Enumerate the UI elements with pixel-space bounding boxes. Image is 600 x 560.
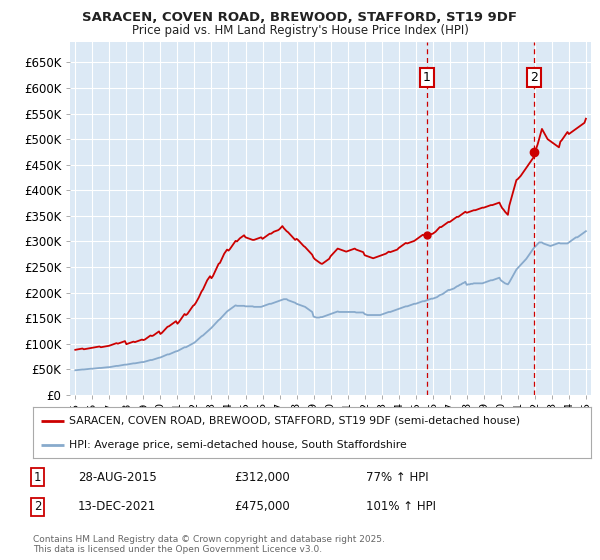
Text: Contains HM Land Registry data © Crown copyright and database right 2025.
This d: Contains HM Land Registry data © Crown c…: [33, 535, 385, 554]
Text: SARACEN, COVEN ROAD, BREWOOD, STAFFORD, ST19 9DF (semi-detached house): SARACEN, COVEN ROAD, BREWOOD, STAFFORD, …: [69, 416, 520, 426]
Text: 1: 1: [423, 71, 431, 85]
Text: Price paid vs. HM Land Registry's House Price Index (HPI): Price paid vs. HM Land Registry's House …: [131, 24, 469, 36]
Text: 28-AUG-2015: 28-AUG-2015: [78, 470, 157, 484]
Text: 13-DEC-2021: 13-DEC-2021: [78, 500, 156, 514]
Text: SARACEN, COVEN ROAD, BREWOOD, STAFFORD, ST19 9DF: SARACEN, COVEN ROAD, BREWOOD, STAFFORD, …: [83, 11, 517, 24]
Text: HPI: Average price, semi-detached house, South Staffordshire: HPI: Average price, semi-detached house,…: [69, 440, 407, 450]
Text: £475,000: £475,000: [234, 500, 290, 514]
Text: 77% ↑ HPI: 77% ↑ HPI: [366, 470, 428, 484]
Text: 2: 2: [530, 71, 538, 85]
Text: 1: 1: [34, 470, 41, 484]
Text: 2: 2: [34, 500, 41, 514]
Text: 101% ↑ HPI: 101% ↑ HPI: [366, 500, 436, 514]
Text: £312,000: £312,000: [234, 470, 290, 484]
